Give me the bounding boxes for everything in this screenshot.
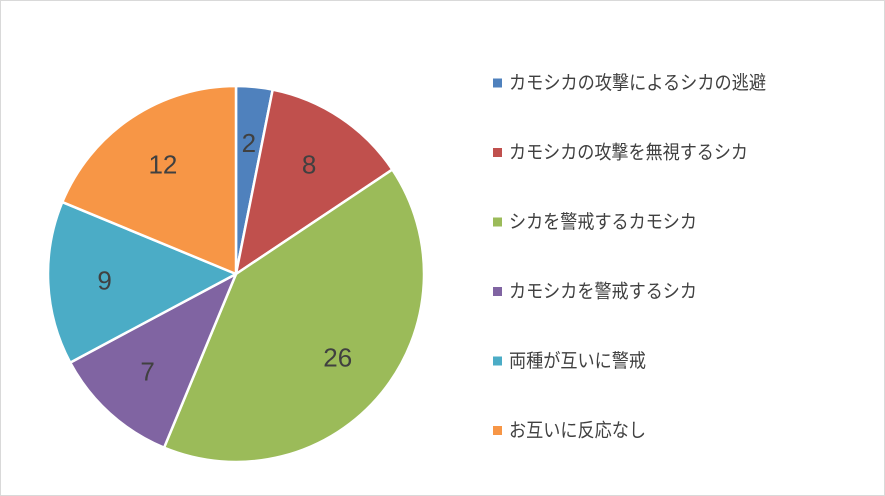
legend-label: 両種が互いに警戒 xyxy=(509,350,646,372)
legend: カモシカの攻撃によるシカの逃避カモシカの攻撃を無視するシカシカを警戒するカモシカ… xyxy=(493,72,766,442)
legend-label: お互いに反応なし xyxy=(509,420,646,442)
legend-item-4: カモシカを警戒するシカ xyxy=(493,281,697,303)
legend-swatch xyxy=(493,148,502,157)
data-label-4: 7 xyxy=(140,357,154,387)
data-label-6: 12 xyxy=(148,150,177,180)
legend-swatch xyxy=(493,426,502,435)
data-label-5: 9 xyxy=(97,266,111,296)
pie-slice-5 xyxy=(46,200,238,364)
pie-slice-2 xyxy=(234,88,394,276)
legend-label: カモシカを警戒するシカ xyxy=(509,281,697,303)
legend-label: カモシカの攻撃を無視するシカ xyxy=(509,142,748,164)
legend-item-2: カモシカの攻撃を無視するシカ xyxy=(493,142,748,164)
pie-slice-3 xyxy=(162,168,426,464)
legend-label: シカを警戒するカモシカ xyxy=(509,211,697,233)
data-label-1: 2 xyxy=(242,128,256,158)
legend-item-3: シカを警戒するカモシカ xyxy=(493,211,697,233)
pie-slice-6 xyxy=(61,84,238,276)
data-label-3: 26 xyxy=(323,343,352,373)
legend-item-6: お互いに反応なし xyxy=(493,420,646,442)
data-label-2: 8 xyxy=(302,150,316,180)
pie-data-labels: 2 8 26 7 9 12 xyxy=(97,128,352,387)
legend-item-5: 両種が互いに警戒 xyxy=(493,350,646,372)
legend-item-1: カモシカの攻撃によるシカの逃避 xyxy=(493,72,766,94)
pie-slices xyxy=(46,84,426,464)
legend-swatch xyxy=(493,217,502,227)
legend-swatch xyxy=(493,356,502,366)
pie-slice-4 xyxy=(68,272,238,449)
legend-label: カモシカの攻撃によるシカの逃避 xyxy=(509,72,766,94)
legend-swatch xyxy=(493,287,502,296)
legend-swatch xyxy=(493,78,502,88)
